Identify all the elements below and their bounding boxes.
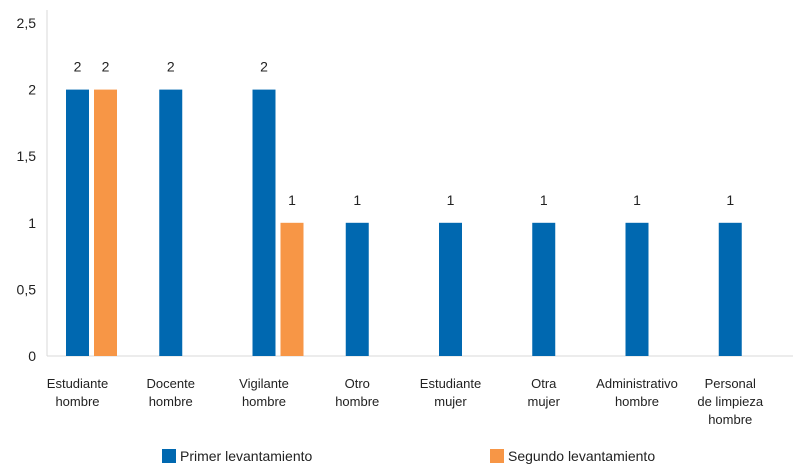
x-category-label: hombre xyxy=(242,394,286,409)
data-label: 1 xyxy=(447,192,455,208)
x-category-label: Personal xyxy=(705,376,756,391)
data-label: 1 xyxy=(288,192,296,208)
bar-segundo-levantamiento xyxy=(280,222,304,356)
y-tick-label: 1 xyxy=(28,215,36,231)
x-category-label: hombre xyxy=(149,394,193,409)
bar-primer-levantamiento xyxy=(66,89,89,356)
legend-item-series-2: Segundo levantamiento xyxy=(490,448,655,464)
legend-swatch-series-2 xyxy=(490,449,504,463)
legend-item-series-1: Primer levantamiento xyxy=(162,448,312,464)
data-label: 2 xyxy=(102,59,110,75)
x-category-label: mujer xyxy=(434,394,467,409)
x-category-label: Estudiante xyxy=(420,376,481,391)
category-labels: Estudiante hombre Docente hombre Vigilante ho… xyxy=(47,376,764,427)
y-tick-label: 1,5 xyxy=(17,148,37,164)
x-category-label: Otro xyxy=(345,376,370,391)
bar-primer-levantamiento xyxy=(625,222,649,356)
x-category-label: Administrativo xyxy=(596,376,678,391)
y-tick-label: 0,5 xyxy=(17,281,37,297)
bar-primer-levantamiento xyxy=(159,89,183,356)
x-category-label: hombre xyxy=(55,394,99,409)
bar-primer-levantamiento xyxy=(252,89,276,356)
legend: Primer levantamiento Segundo levantamien… xyxy=(0,448,798,468)
x-category-label: Vigilante xyxy=(239,376,289,391)
y-axis-ticks: 0 0,5 1 1,5 2 2,5 xyxy=(17,15,37,364)
legend-label-series-2: Segundo levantamiento xyxy=(508,448,656,464)
data-label: 2 xyxy=(74,59,82,75)
data-label: 1 xyxy=(540,192,548,208)
data-label: 1 xyxy=(726,192,734,208)
x-category-label: mujer xyxy=(527,394,560,409)
data-label: 2 xyxy=(167,59,175,75)
data-label: 1 xyxy=(353,192,361,208)
bar-primer-levantamiento xyxy=(439,222,462,356)
legend-swatch-series-1 xyxy=(162,449,176,463)
y-tick-label: 0 xyxy=(28,348,36,364)
data-label: 1 xyxy=(633,192,641,208)
x-category-label: de limpieza xyxy=(697,394,764,409)
data-labels: 2 2 2 2 1 1 1 1 1 1 xyxy=(74,59,735,208)
data-label: 2 xyxy=(260,59,268,75)
bar-primer-levantamiento xyxy=(718,222,742,356)
x-category-label: hombre xyxy=(335,394,379,409)
y-tick-label: 2 xyxy=(28,82,36,98)
y-tick-label: 2,5 xyxy=(17,15,37,31)
x-category-label: hombre xyxy=(708,412,752,427)
bar-primer-levantamiento xyxy=(345,222,369,356)
x-category-label: Otra xyxy=(531,376,557,391)
legend-label-series-1: Primer levantamiento xyxy=(180,448,313,464)
bars xyxy=(66,89,742,356)
x-category-label: hombre xyxy=(615,394,659,409)
bar-segundo-levantamiento xyxy=(94,89,117,356)
x-category-label: Estudiante xyxy=(47,376,108,391)
bar-primer-levantamiento xyxy=(532,222,556,356)
x-category-label: Docente xyxy=(147,376,195,391)
